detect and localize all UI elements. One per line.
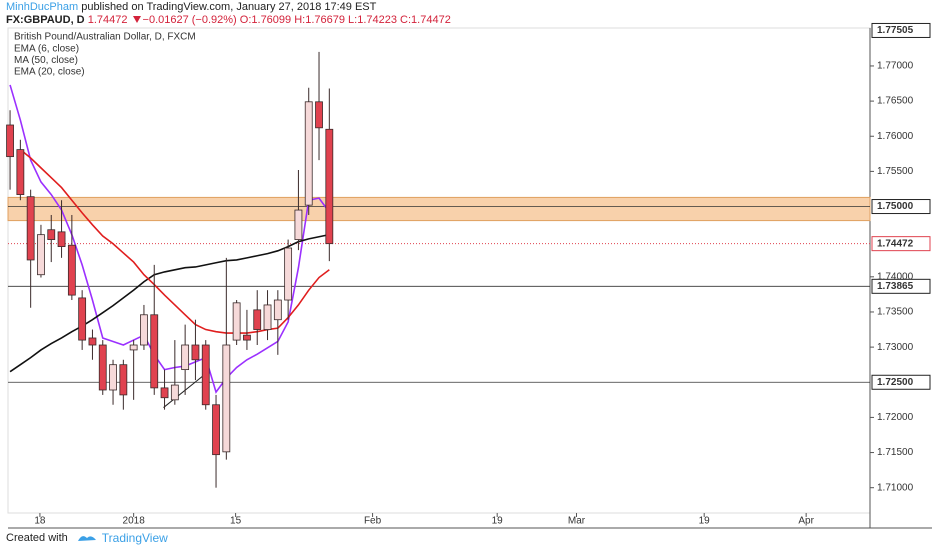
- last-price: 1.74472: [87, 14, 128, 26]
- candle-body: [212, 404, 220, 456]
- candle-body: [88, 337, 97, 346]
- y-tick-label: 1.74000: [877, 271, 914, 282]
- candle-body: [263, 304, 272, 330]
- candle-body: [109, 364, 117, 391]
- last-price-label: 1.74472: [877, 238, 914, 249]
- x-tick-label: 19: [699, 516, 711, 527]
- hline-label: 1.75000: [877, 201, 914, 212]
- candle-body: [47, 229, 56, 240]
- candle-body: [170, 384, 179, 401]
- x-tick-label: Feb: [364, 516, 382, 527]
- candle-body: [294, 209, 303, 240]
- y-tick-label: 1.73500: [877, 307, 914, 318]
- candle-body: [98, 344, 107, 391]
- logo: [77, 536, 96, 541]
- y-tick-label: 1.73000: [877, 342, 914, 353]
- x-tick-label: Apr: [798, 516, 814, 527]
- candle-body: [273, 299, 282, 321]
- indicator-line: [9, 233, 330, 373]
- candle-body: [160, 387, 169, 399]
- candle-body: [67, 244, 76, 296]
- chart-title: British Pound/Australian Dollar, D, FXCM: [14, 32, 196, 43]
- x-tick-label: 2018: [123, 516, 146, 527]
- candle-body: [6, 124, 14, 158]
- candle-body: [37, 234, 45, 276]
- candle-body: [191, 344, 200, 361]
- created-with: Created with: [6, 532, 68, 544]
- publish-line: MinhDucPham published on TradingView.com…: [6, 1, 451, 14]
- hline-label: 1.73865: [877, 281, 914, 292]
- candle-body: [140, 314, 148, 346]
- candle-body: [222, 344, 231, 453]
- brand[interactable]: TradingView: [101, 531, 168, 545]
- y-tick-label: 1.72000: [877, 412, 914, 423]
- published: published on TradingView.com, January 27…: [81, 1, 377, 13]
- candle-body: [119, 364, 128, 396]
- candle-body: [304, 101, 313, 206]
- top-box: [871, 22, 931, 38]
- hline-label: 1.72500: [877, 377, 914, 388]
- candle-body: [232, 302, 241, 341]
- y-tick-label: 1.76500: [877, 96, 914, 107]
- plot-frame: [7, 27, 871, 514]
- hline-box: [871, 278, 931, 294]
- trendline: [163, 374, 206, 408]
- candle-body: [26, 196, 35, 261]
- legend-entry: EMA (6, close): [14, 44, 79, 55]
- author[interactable]: MinhDucPham: [6, 1, 79, 13]
- y-tick-label: 1.77000: [877, 61, 914, 72]
- y-tick-label: 1.71000: [877, 482, 914, 493]
- candle-body: [325, 128, 334, 245]
- indicator-line: [9, 84, 330, 394]
- y-tick-label: 1.75500: [877, 166, 914, 177]
- open: O:1.76099: [239, 14, 292, 26]
- candle-body: [284, 247, 293, 301]
- candle-body: [150, 314, 159, 389]
- x-tick-label: 18: [34, 516, 46, 527]
- low: L:1.74223: [348, 14, 397, 26]
- hline-box: [871, 199, 931, 215]
- header: MinhDucPham published on TradingView.com…: [6, 1, 451, 27]
- candle-body: [315, 101, 323, 129]
- high: H:1.76679: [294, 14, 345, 26]
- top-label: 1.77505: [877, 25, 914, 36]
- footer: Created with TradingView: [6, 531, 168, 545]
- close: C:1.74472: [400, 14, 451, 26]
- x-tick-label: 19: [492, 516, 504, 527]
- candle-body: [201, 344, 210, 406]
- x-tick-label: Mar: [568, 516, 586, 527]
- candle-body: [16, 149, 25, 195]
- down-arrow: [132, 16, 141, 23]
- candle-body: [78, 297, 87, 341]
- candle-body: [181, 344, 190, 371]
- zone: [7, 196, 871, 222]
- candle-body: [129, 344, 138, 351]
- change: −0.01627 (−0.92%): [142, 14, 237, 26]
- candle-body: [243, 334, 251, 341]
- x-tick-label: 15: [230, 516, 242, 527]
- symbol: FX:GBPAUD, D: [6, 14, 85, 26]
- candle-body: [57, 231, 66, 248]
- last-price-box: [871, 236, 931, 252]
- hline-box: [871, 374, 931, 390]
- legend-entry: MA (50, close): [14, 55, 78, 66]
- symbol-line: FX:GBPAUD, D 1.74472 −0.01627 (−0.92%) O…: [6, 14, 451, 27]
- legend-entry: EMA (20, close): [14, 67, 85, 78]
- y-tick-label: 1.76000: [877, 131, 914, 142]
- candle-body: [253, 309, 262, 330]
- y-tick-label: 1.71500: [877, 447, 914, 458]
